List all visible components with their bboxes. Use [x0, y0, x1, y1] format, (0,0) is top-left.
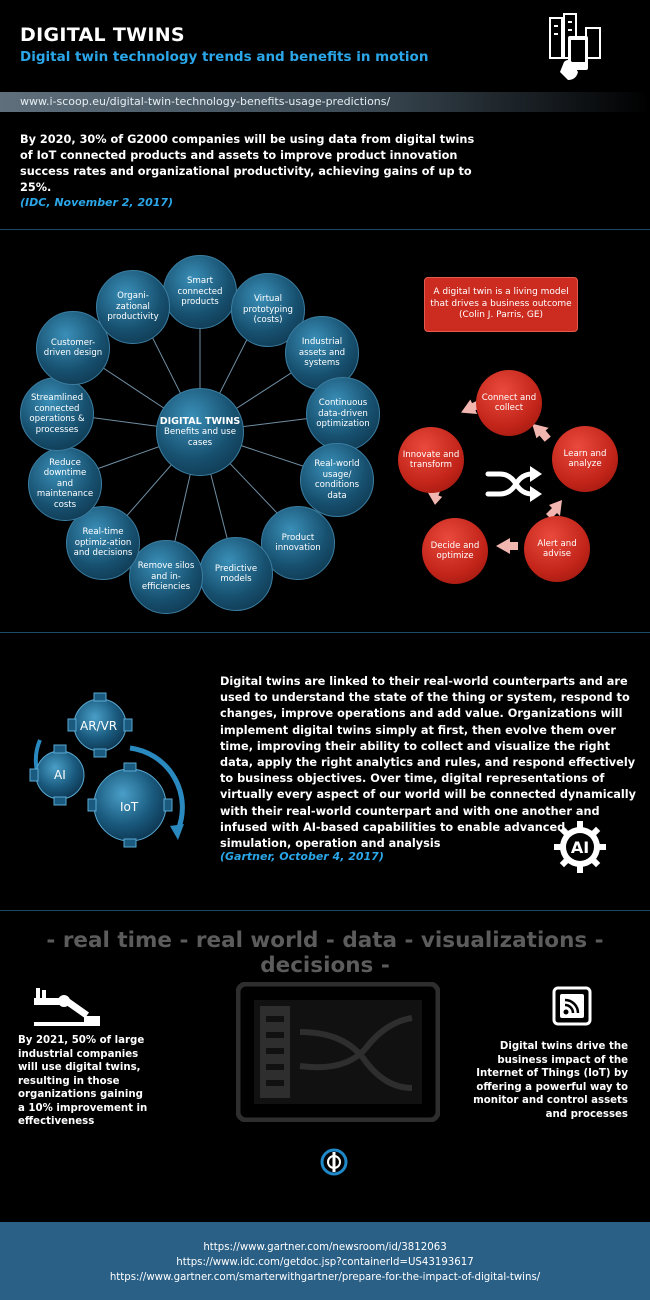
wheel-node-streamlined-operations: Streamlined connected operations & proce…	[20, 377, 94, 451]
divider	[0, 910, 650, 911]
gear-label-ai: AI	[54, 768, 66, 782]
gears-illustration	[29, 692, 185, 848]
gear-label-iot: IoT	[120, 800, 139, 814]
source-url[interactable]: www.i-scoop.eu/digital-twin-technology-b…	[20, 95, 391, 108]
cycle-step-connect-collect: Connect and collect	[476, 370, 542, 436]
wheel-node-smart-connected-products: Smart connected products	[163, 255, 237, 329]
wheel-node-customer-driven-design: Customer-driven design	[36, 311, 110, 385]
footer-link-idc[interactable]: https://www.idc.com/getdoc.jsp?container…	[176, 1257, 474, 1268]
wheel-node-product-innovation: Product innovation	[261, 506, 335, 580]
wheel-center-sub: Benefits and use cases	[163, 426, 237, 448]
ge-quote-box: A digital twin is a living model that dr…	[424, 277, 578, 332]
cycle-step-alert-advise: Alert and advise	[524, 516, 590, 582]
building-smartphone-icon	[549, 13, 601, 80]
divider	[0, 229, 650, 230]
wheel-node-real-world-usage: Real-world usage/ conditions data	[300, 443, 374, 517]
cycle-step-learn-analyze: Learn and analyze	[552, 426, 618, 492]
gartner-text: Digital twins are linked to their real-w…	[220, 675, 637, 851]
source-url-bar: www.i-scoop.eu/digital-twin-technology-b…	[0, 92, 650, 112]
keywords-banner: - real time - real world - data - visual…	[46, 928, 604, 978]
wheel-node-organizational-productivity: Organi-zational productivity	[96, 270, 170, 344]
wheel-node-real-time-optimization: Real-time optimiz-ation and decisions	[66, 506, 140, 580]
wheel-center-title: DIGITAL TWINS	[159, 415, 241, 427]
header: DIGITAL TWINS Digital twin technology tr…	[0, 0, 650, 90]
footer: https://www.gartner.com/newsroom/id/3812…	[0, 1222, 650, 1300]
footer-link-gartner-newsroom[interactable]: https://www.gartner.com/newsroom/id/3812…	[203, 1242, 447, 1253]
robot-arm-icon	[34, 988, 100, 1026]
shuffle-icon	[485, 466, 542, 502]
page-title: DIGITAL TWINS	[20, 24, 185, 46]
gear-label-arvr: AR/VR	[80, 719, 118, 733]
ai-badge-text: AI	[571, 838, 589, 857]
gartner-source: (Gartner, October 4, 2017)	[220, 850, 384, 863]
ai-badge-icon: AI	[554, 821, 606, 873]
cycle-step-innovate-transform: Innovate and transform	[398, 427, 464, 493]
wheel-node-remove-silos: Remove silos and in-efficiencies	[129, 540, 203, 614]
left-stat: By 2021, 50% of large industrial compani…	[18, 1035, 148, 1127]
right-stat: Digital twins drive the business impact …	[473, 1041, 628, 1120]
monitor-dashboard-icon	[236, 982, 440, 1122]
divider	[0, 632, 650, 633]
wheel-node-reduce-downtime: Reduce downtime and maintenance costs	[28, 447, 102, 521]
cycle-step-decide-optimize: Decide and optimize	[422, 518, 488, 584]
wheel-node-continuous-optimization: Continuous data-driven optimization	[306, 377, 380, 451]
i-scoop-logo-icon	[320, 1148, 348, 1176]
idc-source: (IDC, November 2, 2017)	[20, 196, 174, 209]
iot-signal-icon	[552, 986, 592, 1026]
idc-quote: By 2020, 30% of G2000 companies will be …	[20, 133, 475, 194]
footer-link-gartner-smarter[interactable]: https://www.gartner.com/smarterwithgartn…	[109, 1272, 541, 1283]
page-subtitle: Digital twin technology trends and benef…	[20, 49, 429, 65]
wheel-node-predictive-models: Predictive models	[199, 537, 273, 611]
wheel-center: DIGITAL TWINS Benefits and use cases	[156, 388, 244, 476]
